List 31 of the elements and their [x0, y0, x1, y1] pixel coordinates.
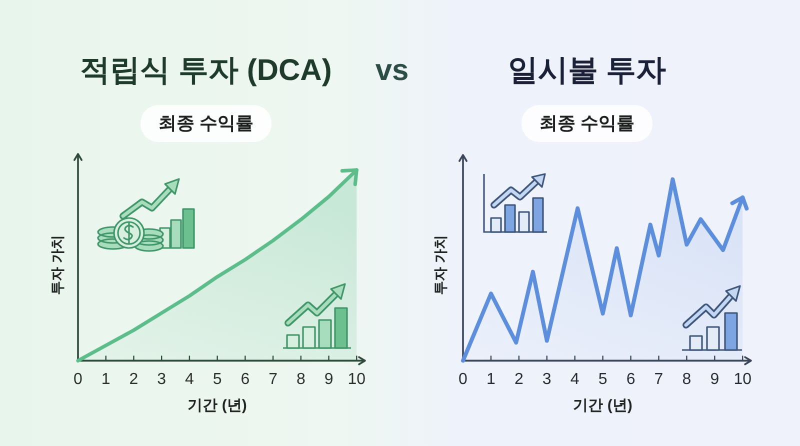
x-tick-label: 8: [682, 370, 692, 388]
x-tick-label: 1: [486, 370, 496, 388]
x-axis-title: 기간 (년): [573, 396, 632, 414]
y-axis-title: 투자 가치: [432, 235, 448, 295]
x-tick-label: 2: [514, 370, 524, 388]
x-tick-label: 7: [654, 370, 664, 388]
x-tick-label: 7: [268, 370, 278, 388]
chart-title: 일시불 투자: [508, 54, 666, 86]
chart-title: 적립식 투자 (DCA): [80, 54, 332, 86]
x-tick-label: 3: [542, 370, 552, 388]
text: vs: [375, 54, 409, 86]
x-tick-label: 4: [570, 370, 580, 388]
x-tick-label: 9: [710, 370, 720, 388]
x-tick-label: 5: [598, 370, 608, 388]
x-tick-label: 4: [185, 370, 194, 388]
x-tick-label: 0: [74, 370, 83, 388]
x-tick-label: 10: [348, 370, 366, 388]
x-tick-label: 9: [324, 370, 334, 388]
x-tick-label: 6: [626, 370, 636, 388]
x-tick-label: 2: [129, 370, 138, 388]
y-axis-title: 투자 가치: [49, 235, 65, 295]
x-tick-label: 1: [101, 370, 110, 388]
x-axis-title: 기간 (년): [188, 396, 247, 414]
x-tick-label: 8: [296, 370, 306, 388]
x-tick-label: 5: [212, 370, 222, 388]
x-tick-label: 10: [734, 370, 752, 388]
x-tick-label: 0: [458, 370, 468, 388]
x-tick-label: 6: [240, 370, 250, 388]
chart-subtitle: 최종 수익률: [158, 113, 254, 133]
chart-subtitle: 최종 수익률: [539, 113, 635, 133]
x-tick-label: 3: [157, 370, 166, 388]
